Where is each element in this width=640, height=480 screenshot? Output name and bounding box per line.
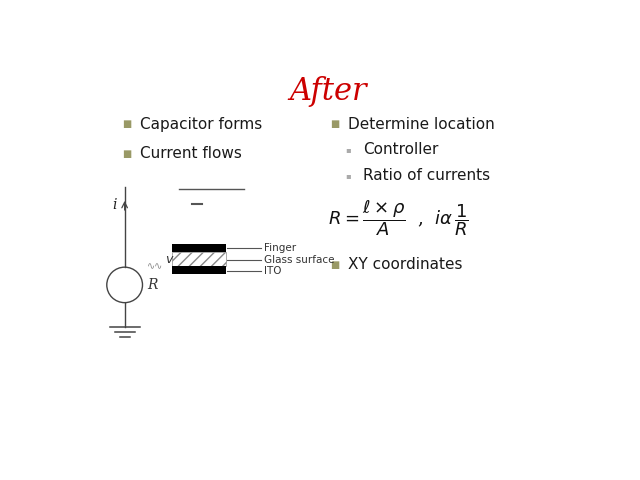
Text: Finger: Finger xyxy=(264,243,296,253)
Text: ∿∿: ∿∿ xyxy=(147,262,163,271)
Text: i: i xyxy=(112,198,116,213)
Text: ■: ■ xyxy=(122,119,131,129)
Text: v: v xyxy=(165,253,173,266)
Text: Controller: Controller xyxy=(363,143,438,157)
Text: ■: ■ xyxy=(330,260,340,270)
Text: Current flows: Current flows xyxy=(140,146,241,161)
Text: ▪: ▪ xyxy=(346,145,351,155)
Text: XY coordinates: XY coordinates xyxy=(348,257,462,272)
Bar xyxy=(172,266,227,274)
Text: After: After xyxy=(289,76,367,107)
Text: Capacitor forms: Capacitor forms xyxy=(140,117,262,132)
Text: ITO: ITO xyxy=(264,266,281,276)
Bar xyxy=(172,252,227,266)
Text: R: R xyxy=(147,278,157,292)
Bar xyxy=(172,243,227,252)
Text: Ratio of currents: Ratio of currents xyxy=(363,168,490,183)
Text: Determine location: Determine location xyxy=(348,117,495,132)
Text: Glass surface: Glass surface xyxy=(264,255,334,265)
Text: ■: ■ xyxy=(122,149,131,159)
Text: $R = \dfrac{\ell \times \rho}{A}$  ,  $i\alpha\,\dfrac{1}{R}$: $R = \dfrac{\ell \times \rho}{A}$ , $i\a… xyxy=(328,199,468,238)
Text: ■: ■ xyxy=(330,119,340,129)
Text: ▪: ▪ xyxy=(346,171,351,180)
